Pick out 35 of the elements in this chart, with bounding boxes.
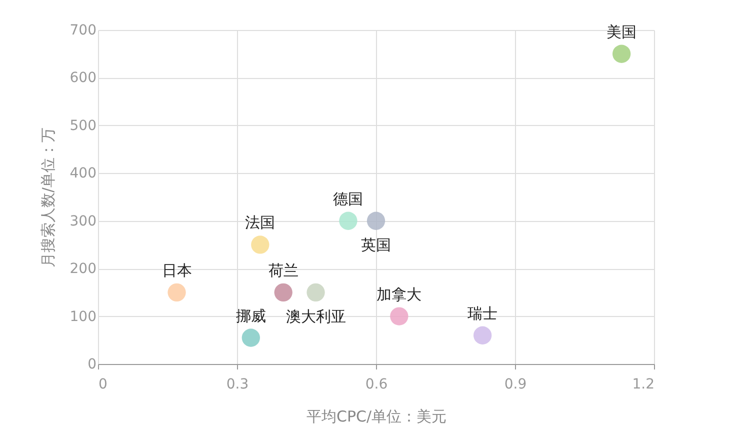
series-label: 美国	[606, 22, 637, 41]
point	[251, 236, 270, 254]
x-axis-title: 平均CPC/单位：美元	[306, 408, 447, 426]
point	[473, 326, 492, 344]
point	[366, 212, 386, 230]
y-axis-title: 月搜索人数/单位：万	[38, 127, 57, 268]
point	[390, 307, 408, 326]
point	[612, 44, 631, 63]
x-tick-label: 0.6	[365, 376, 388, 392]
y-tick-label: 600	[70, 70, 96, 86]
series-label: 英国	[361, 236, 391, 254]
series-label: 瑞士	[468, 304, 498, 322]
series-label: 澳大利亚	[286, 307, 346, 326]
point	[306, 283, 325, 302]
y-tick-label: 400	[70, 166, 96, 182]
y-tick-label: 500	[70, 118, 96, 134]
point	[242, 328, 260, 347]
x-tick-label: 0.3	[226, 376, 249, 392]
point	[274, 283, 292, 302]
x-tick-label: 1.2	[632, 376, 654, 392]
series-label: 加拿大	[376, 285, 422, 304]
y-tick-label: 700	[70, 22, 96, 38]
y-tick-label: 200	[70, 261, 96, 278]
series-label: 荷兰	[268, 261, 298, 280]
point	[168, 283, 186, 302]
y-tick-label: 100	[70, 308, 96, 325]
series-label: 挪威	[236, 306, 266, 325]
point	[339, 212, 358, 230]
y-tick-label: 300	[70, 213, 96, 230]
series-label: 日本	[162, 261, 192, 280]
series-label: 德国	[333, 190, 364, 208]
series-label: 法国	[245, 214, 276, 232]
x-tick-label: 0	[98, 376, 108, 392]
y-tick-label: 0	[88, 356, 96, 372]
x-tick-label: 0.9	[504, 376, 527, 392]
